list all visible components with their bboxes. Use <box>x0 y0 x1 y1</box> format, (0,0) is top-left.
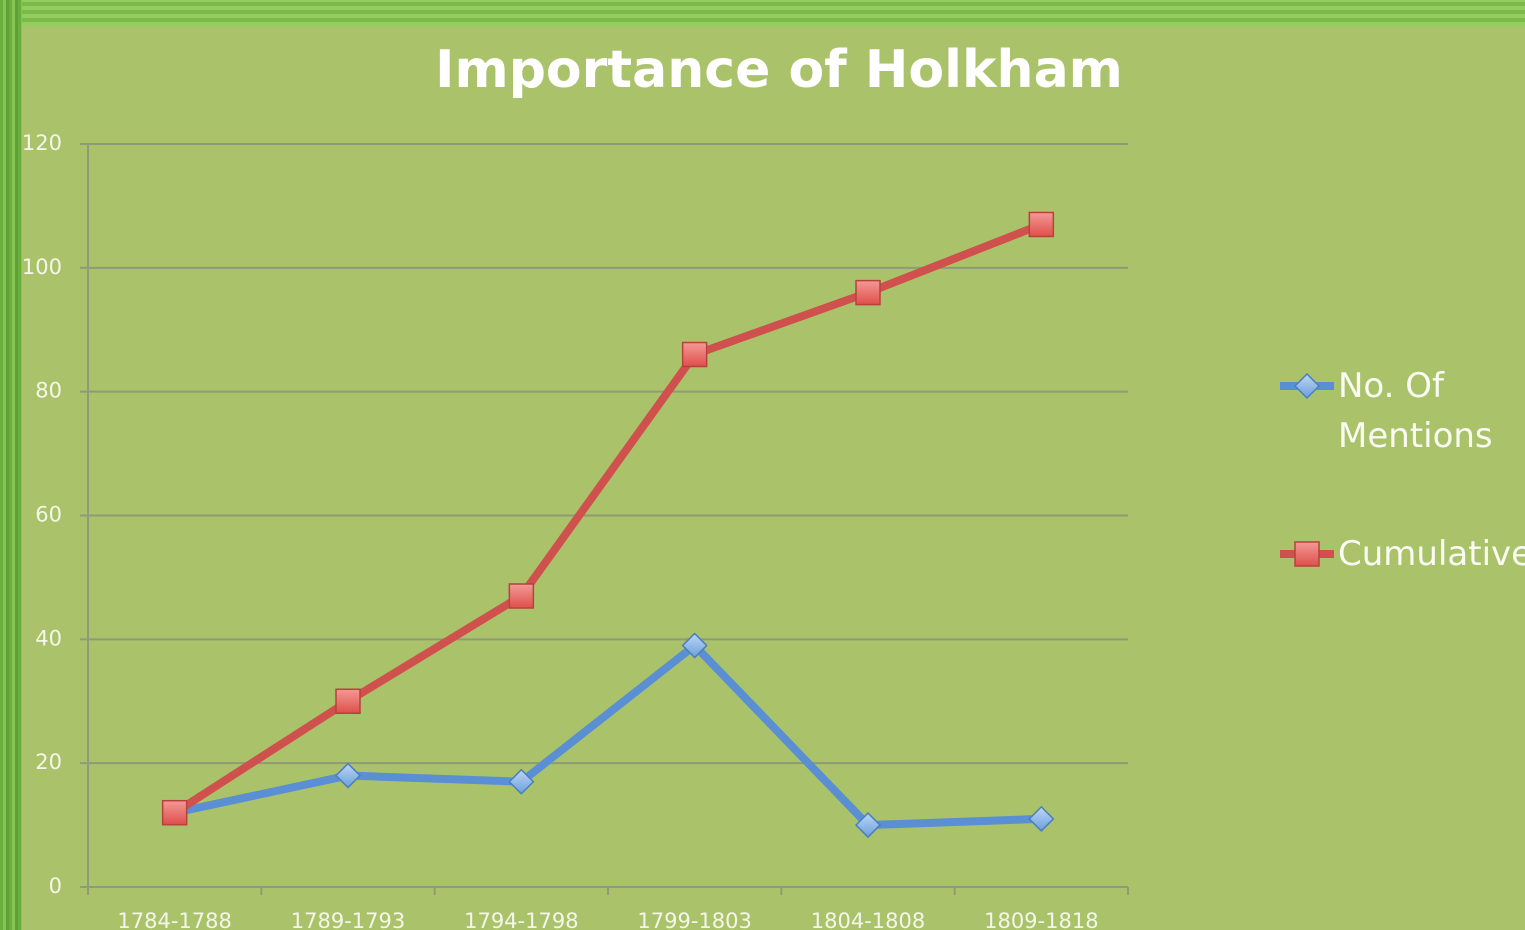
legend-marker <box>1295 542 1319 566</box>
data-point <box>336 764 360 788</box>
x-tick-label: 1804-1808 <box>811 909 925 930</box>
legend-label: No. Of Mentions <box>1338 361 1525 461</box>
y-tick-label: 100 <box>22 255 62 279</box>
data-point <box>163 801 187 825</box>
series-line <box>175 224 1042 812</box>
chart: Importance of Holkham 0 20 40 60 80 100 120 178… <box>0 0 1525 930</box>
y-tick-label: 20 <box>35 750 62 774</box>
page: Importance of Holkham 0 20 40 60 80 100 120 178… <box>0 0 1525 930</box>
data-point <box>683 343 707 367</box>
x-tick-label: 1789-1793 <box>291 909 405 930</box>
y-tick-label: 40 <box>35 626 62 650</box>
chart-title: Importance of Holkham <box>435 40 1123 100</box>
x-tick-label: 1799-1803 <box>637 909 751 930</box>
data-point <box>336 689 360 713</box>
data-point <box>856 281 880 305</box>
y-tick-label: 120 <box>22 131 62 155</box>
y-tick-label: 80 <box>35 379 62 403</box>
series-line <box>175 646 1042 826</box>
data-point <box>509 584 533 608</box>
data-point <box>1029 807 1053 831</box>
x-tick-label: 1794-1798 <box>464 909 578 930</box>
x-tick-label: 1784-1788 <box>117 909 231 930</box>
legend-marker <box>1295 374 1319 398</box>
y-tick-label: 60 <box>35 503 62 527</box>
data-point <box>1029 212 1053 236</box>
y-tick-label: 0 <box>49 874 62 898</box>
legend-label: Cumulative <box>1338 529 1525 579</box>
x-tick-label: 1809-1818 <box>984 909 1098 930</box>
